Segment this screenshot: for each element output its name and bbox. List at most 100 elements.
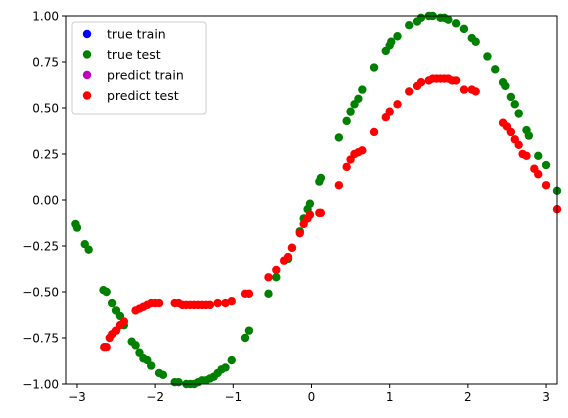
data-point [405,87,414,96]
data-point [405,21,414,30]
data-point [221,363,230,372]
data-point [514,109,523,118]
data-point [506,92,516,102]
data-point [510,100,519,109]
data-point [213,298,222,308]
x-tick-label: 0 [308,390,316,404]
x-tick-label: −3 [68,390,86,404]
data-point [393,100,402,109]
y-tick-label: −1.00 [22,377,59,391]
y-tick-label: 0.00 [32,193,59,207]
data-point [369,63,379,72]
data-point [154,298,164,308]
legend-label: predict train [107,68,184,83]
data-point [358,146,367,155]
data-point [264,273,273,282]
legend-label: true train [107,27,166,42]
data-point [346,107,355,116]
y-tick-label: 0.75 [32,55,59,69]
data-point [334,181,344,190]
data-point [342,116,351,126]
legend-marker [82,91,92,100]
legend-marker [82,29,92,39]
x-tick-label: 3 [542,390,550,404]
data-point [227,355,236,365]
data-point [131,341,140,350]
x-axis: −3 −2 −1 0 1 2 3 [68,384,550,404]
series-predict-test [100,74,562,352]
data-point [316,173,326,183]
data-point [244,289,254,299]
legend-frame [71,21,207,115]
data-point [84,245,93,254]
data-point [240,333,250,343]
data-point [506,127,516,137]
data-point [444,15,453,24]
data-point [459,85,469,94]
data-point [102,287,111,297]
data-point [541,160,551,170]
data-point [459,24,469,34]
data-point [534,151,543,161]
data-point [471,37,480,46]
y-tick-label: −0.50 [22,285,59,299]
data-point [522,151,531,161]
x-tick-label: 2 [464,390,472,404]
data-point [205,300,215,310]
x-tick-label: 1 [386,390,394,404]
legend-label: true test [107,47,161,62]
series-true-test [71,11,562,389]
data-point [541,181,551,190]
y-axis: −1.00 −0.75 −0.50 −0.25 0.00 0.25 0.50 0.75 1.00 [22,9,66,391]
data-point [295,228,304,238]
y-tick-label: 0.25 [32,147,59,161]
legend: true train true test predict train predict … [71,21,207,115]
legend-marker [82,50,92,59]
data-point [451,76,461,85]
data-point [514,140,523,149]
data-point [385,107,394,116]
data-point [272,265,281,275]
y-tick-label: 1.00 [32,9,59,23]
data-point [524,131,534,140]
data-point [358,85,367,94]
data-point [451,19,461,28]
y-tick-label: −0.75 [22,331,59,345]
data-point [393,32,402,41]
data-point [334,133,344,142]
plot-area [65,11,562,389]
data-point [158,370,168,379]
y-tick-label: 0.50 [32,101,59,115]
data-point [119,317,129,326]
data-point [264,289,273,299]
data-point [491,65,500,74]
data-point [316,208,326,218]
data-point [305,199,315,208]
x-tick-label: −1 [224,390,242,404]
data-point [534,170,543,179]
data-point [471,87,480,96]
data-point [483,52,492,61]
data-point [107,298,117,308]
data-point [283,252,293,262]
data-point [174,377,183,387]
data-point [501,81,510,91]
data-point [416,78,426,87]
data-point [72,223,82,232]
data-point [147,361,156,370]
data-point [387,37,396,46]
data-point [354,94,363,104]
scatter-points [71,11,562,389]
legend-marker [82,70,92,80]
data-point [102,343,111,352]
x-tick-label: −2 [146,390,164,404]
data-point [369,127,379,137]
legend-label: predict test [107,88,179,103]
data-point [287,243,297,253]
data-point [227,297,236,306]
y-tick-label: −0.25 [22,239,59,253]
data-point [416,13,426,23]
data-point [342,162,351,172]
data-point [272,273,281,282]
